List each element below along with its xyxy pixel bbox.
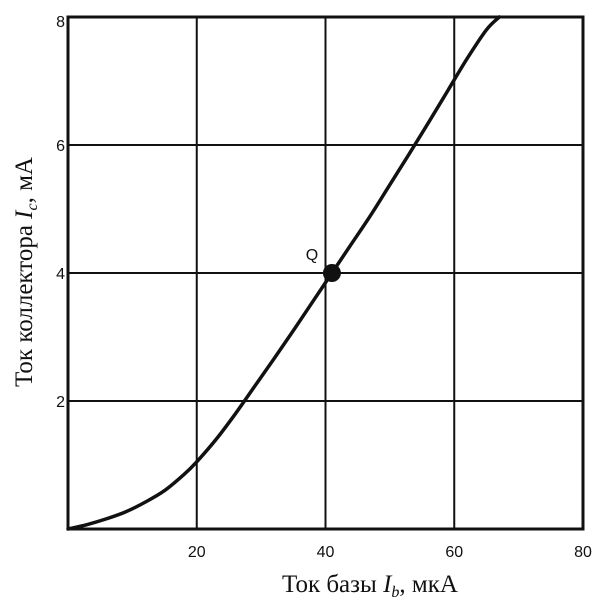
x-axis-title: Ток базы Ib, мкА: [282, 571, 458, 601]
plot-frame: [66, 15, 585, 531]
y-axis-title-prefix: Ток коллектора: [11, 219, 38, 387]
y-axis-title-symbol: I: [11, 209, 38, 220]
x-axis-title-prefix: Ток базы: [282, 571, 383, 598]
y-axis-title-suffix: , мА: [11, 157, 38, 203]
x-axis-title-suffix: , мкА: [399, 571, 458, 598]
x-tick-label: 60: [445, 544, 463, 561]
q-point-marker: [322, 264, 341, 282]
y-tick-label: 8: [56, 14, 65, 31]
q-point-label: Q: [306, 247, 318, 264]
x-tick-label: 40: [317, 544, 335, 561]
y-tick-label: 2: [56, 394, 65, 411]
y-tick-label: 4: [56, 266, 65, 283]
series-line: [66, 15, 502, 531]
x-tick-label: 80: [574, 544, 592, 561]
x-axis-title-subscript: b: [391, 584, 399, 601]
y-tick-label: 6: [56, 138, 65, 155]
y-axis-title-subscript: c: [24, 203, 41, 210]
tick-labels: 20 40 60 80 2 4 6 8: [56, 14, 592, 561]
x-tick-label: 20: [188, 544, 206, 561]
annotations: Q: [306, 247, 341, 282]
y-axis-title: Ток коллектора Ic, мА: [11, 157, 41, 387]
x-axis-title-symbol: I: [382, 571, 393, 598]
